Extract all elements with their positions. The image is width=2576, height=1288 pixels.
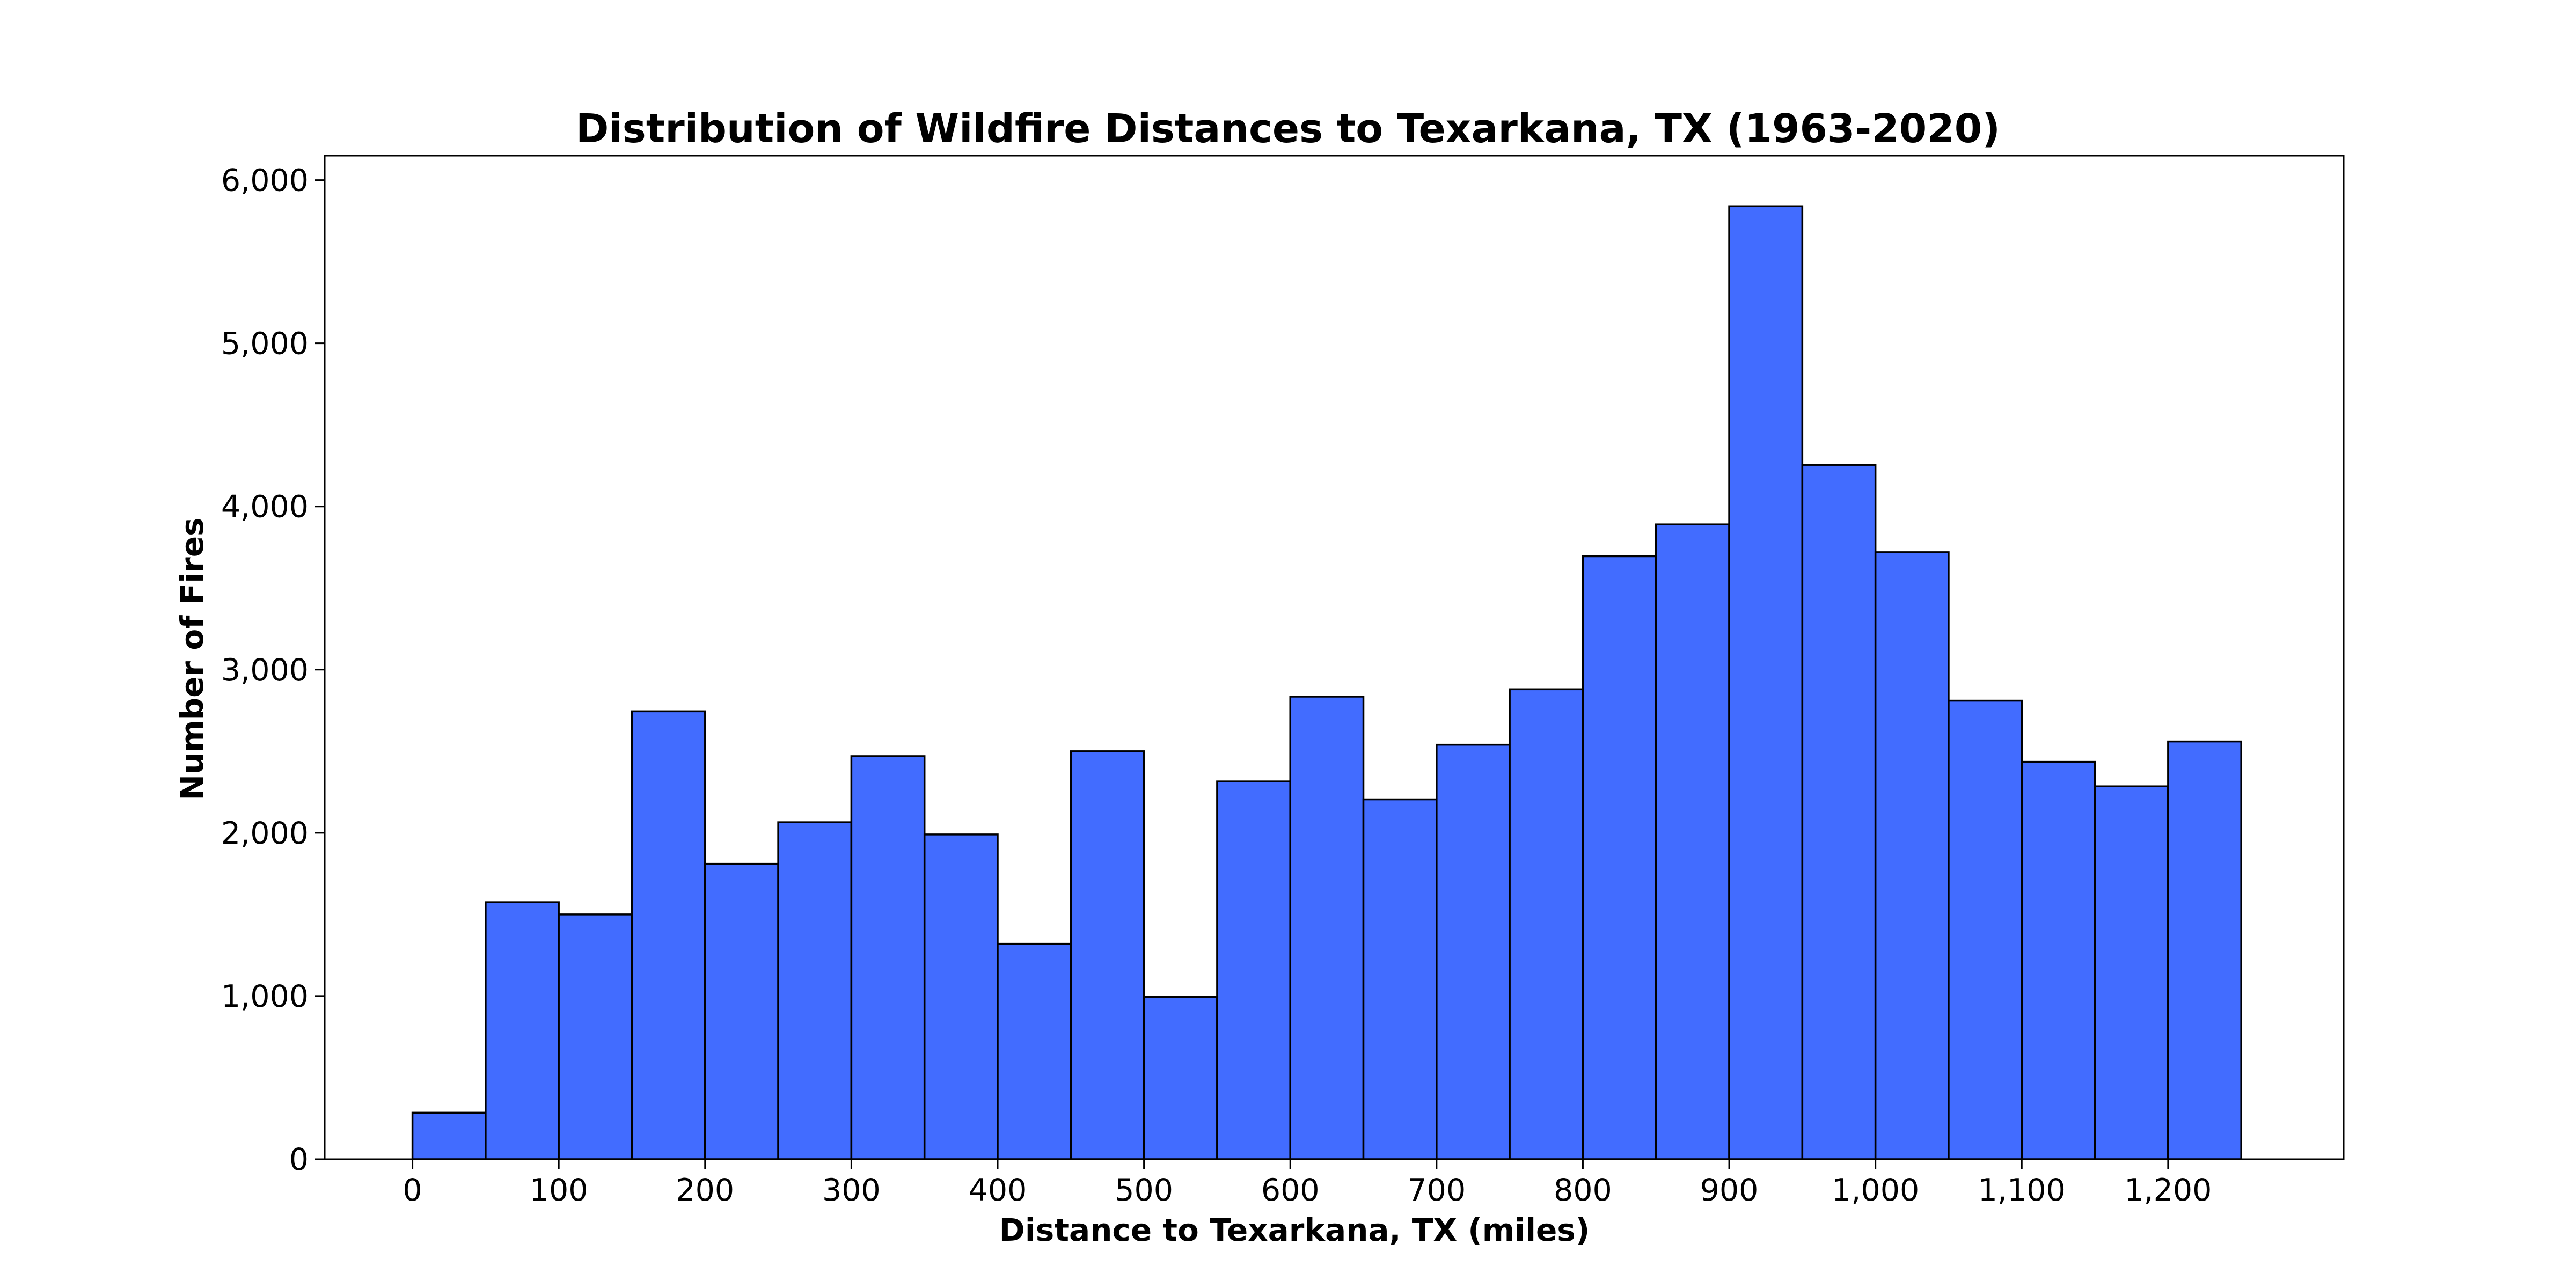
histogram-bar [1362, 798, 1438, 1160]
x-tick-label: 800 [1554, 1173, 1612, 1208]
y-axis-ticks: 0 1,000 2,000 3,000 4,000 5,000 6,000 [221, 163, 325, 1177]
x-tick-label: 700 [1407, 1173, 1466, 1208]
histogram-bar [1582, 555, 1657, 1160]
histogram-bar [2167, 740, 2242, 1160]
histogram-bar [485, 901, 560, 1160]
y-tick-label: 5,000 [221, 326, 309, 362]
x-tick-label: 0 [402, 1173, 422, 1208]
histogram-bar [1874, 551, 1950, 1160]
histogram-bar [558, 913, 633, 1160]
x-tick-label: 400 [969, 1173, 1027, 1208]
y-tick-label: 2,000 [221, 816, 309, 851]
histogram-bar [1289, 696, 1365, 1160]
x-tick-label: 600 [1261, 1173, 1320, 1208]
histogram-bar [1509, 688, 1584, 1160]
histogram-bar [411, 1111, 487, 1160]
histogram-bar [1948, 699, 2023, 1160]
histogram-bar [997, 942, 1072, 1160]
y-tick-label: 4,000 [221, 489, 309, 525]
histogram-bar [704, 862, 779, 1160]
x-tick-label: 300 [822, 1173, 881, 1208]
x-tick-label: 500 [1115, 1173, 1173, 1208]
histogram-bar [1801, 464, 1877, 1160]
y-tick-label: 6,000 [221, 163, 309, 199]
x-tick-label: 900 [1700, 1173, 1759, 1208]
histogram-bar [850, 755, 926, 1160]
x-tick-label: 1,000 [1832, 1173, 1919, 1208]
x-tick-label: 200 [676, 1173, 734, 1208]
histogram-bar [1728, 205, 1804, 1160]
x-tick-label: 1,200 [2124, 1173, 2212, 1208]
histogram-bar [2094, 785, 2169, 1160]
chart-title: Distribution of Wildfire Distances to Te… [576, 106, 2000, 152]
y-tick-label: 3,000 [221, 653, 309, 688]
histogram-bar [923, 833, 999, 1160]
x-tick-label: 100 [530, 1173, 588, 1208]
plot-frame [324, 155, 2345, 1160]
histogram-bar [1143, 996, 1218, 1160]
histogram-bar [1070, 750, 1145, 1160]
y-tick-label: 0 [289, 1142, 309, 1177]
histogram-bar [1655, 523, 1730, 1160]
x-axis-label: Distance to Texarkana, TX (miles) [999, 1212, 1590, 1248]
x-axis-ticks: 0 100 200 300 400 500 600 700 800 900 1,000 1,100 1,… [402, 1159, 2212, 1208]
y-axis-label: Number of Fires [174, 517, 210, 800]
x-tick-label: 1,100 [1978, 1173, 2066, 1208]
histogram-bar [777, 821, 853, 1160]
histogram-bar [1436, 743, 1511, 1160]
bars-layer [411, 205, 2242, 1160]
histogram-bar [2021, 760, 2096, 1160]
histogram-bar [1216, 780, 1291, 1160]
histogram-bar [631, 710, 706, 1160]
y-tick-label: 1,000 [221, 979, 309, 1014]
